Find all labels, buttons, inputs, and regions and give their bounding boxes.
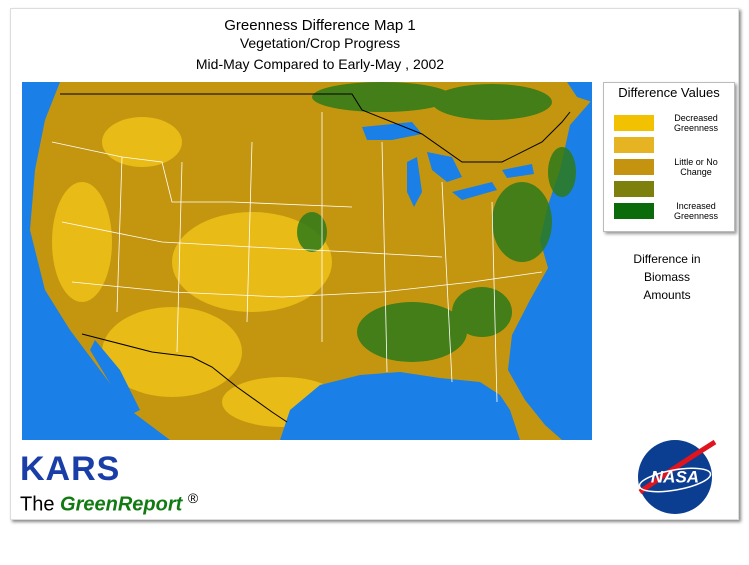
state-lines [51,112,543,403]
border-north [60,93,571,163]
legend-swatch [614,115,654,131]
logo-text: NASA [651,467,699,486]
tagline: The GreenReport ® [20,490,198,517]
org: KARS [20,450,121,488]
note: Difference in Biomass Amounts [633,252,701,302]
green-areas [297,82,576,362]
prefix: The [20,493,55,516]
logo-orbit [638,467,712,493]
subtitle: Vegetation/Crop Progress [239,35,401,51]
logo-swoosh [638,439,717,495]
map [22,82,592,440]
legend-swatch [614,137,654,153]
legend-title: Difference Values [618,85,720,100]
legend-item [614,181,734,197]
legend: Difference Values Decreased Greenness Lit… [603,82,735,232]
legend-label: Decreased Greenness [673,113,719,133]
product: GreenReport [60,493,183,516]
legend-swatch [614,203,654,219]
legend-swatch [614,159,654,175]
legend-label: Increased Greenness [673,201,719,221]
period: Mid-May Compared to Early-May , 2002 [195,56,445,72]
legend-item: Decreased Greenness [614,113,734,133]
dry-areas [52,117,342,427]
legend-swatch [614,181,654,197]
legend-item [614,137,734,153]
mark: ® [187,490,199,506]
title: Greenness Difference Map 1 [224,17,416,34]
logo: NASA [638,439,717,514]
gulf-of-california [90,340,140,415]
gulf [280,372,520,440]
border-south [81,333,288,423]
legend-item: Increased Greenness [614,201,734,221]
legend-label: Little or No Change [674,157,718,177]
great-lakes [362,82,592,207]
legend-item: Little or No Change [614,157,734,177]
